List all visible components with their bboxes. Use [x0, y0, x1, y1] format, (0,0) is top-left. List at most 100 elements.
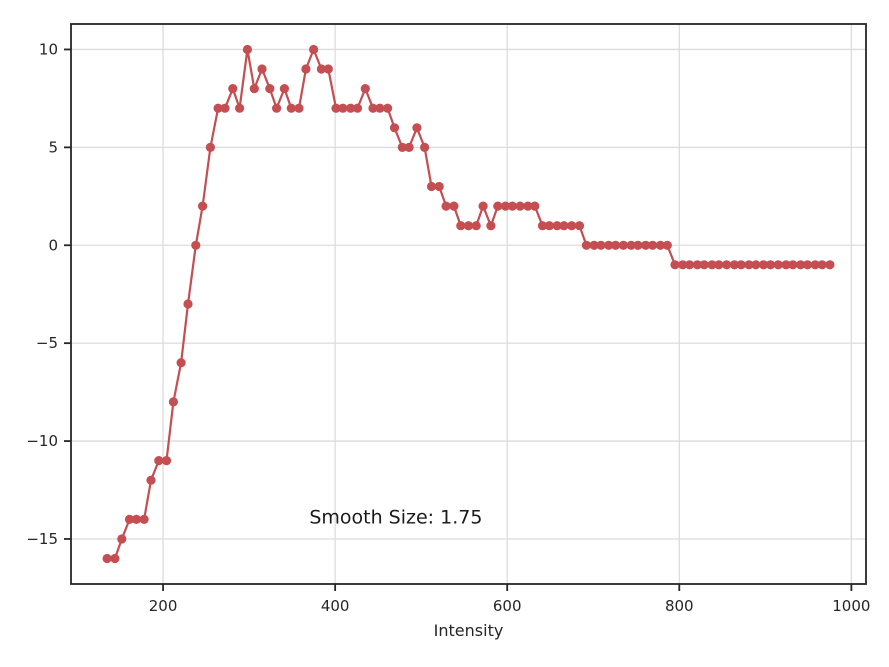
data-point [301, 64, 311, 74]
data-point [286, 103, 296, 113]
y-tick-label: −15 [26, 530, 58, 548]
data-point [383, 103, 393, 113]
annotation-text: Smooth Size: 1.75 [309, 506, 482, 528]
data-point [168, 397, 178, 407]
data-point [707, 260, 717, 270]
data-point [486, 221, 496, 231]
data-point [765, 260, 776, 270]
data-point [626, 240, 636, 250]
data-point [368, 103, 378, 113]
data-point [124, 514, 135, 525]
data-point [176, 358, 186, 368]
data-point [699, 260, 709, 270]
data-point [478, 201, 488, 211]
data-point [744, 260, 754, 270]
y-tick-label: 0 [48, 236, 58, 254]
y-tick-label: −5 [36, 334, 58, 352]
data-point [191, 240, 201, 250]
data-point [507, 201, 517, 211]
data-point [331, 103, 341, 113]
data-point [729, 260, 740, 270]
data-point [360, 84, 370, 94]
data-point [420, 142, 430, 152]
data-point [722, 260, 732, 270]
data-point [338, 103, 348, 113]
data-point [581, 240, 592, 250]
data-point [796, 260, 806, 270]
data-point [559, 221, 569, 231]
data-point [567, 221, 577, 231]
data-point [810, 260, 820, 270]
data-point [655, 240, 666, 250]
data-point [589, 240, 599, 250]
data-point [781, 260, 791, 270]
data-point [404, 142, 414, 152]
data-point [242, 44, 252, 55]
data-point [434, 181, 444, 192]
data-point [670, 260, 680, 270]
data-point [352, 103, 363, 113]
x-tick-label: 400 [321, 597, 350, 615]
data-point [788, 260, 798, 270]
data-point [198, 201, 208, 211]
data-point [389, 123, 400, 133]
data-point [205, 142, 215, 152]
data-point [346, 103, 356, 113]
data-point [596, 240, 606, 250]
data-point [537, 221, 548, 231]
data-point [139, 514, 149, 525]
data-point [574, 221, 585, 231]
data-point [773, 260, 783, 270]
data-point [604, 240, 614, 250]
data-point [825, 260, 835, 270]
data-point [412, 123, 422, 133]
data-point [751, 260, 761, 270]
data-point [449, 201, 459, 211]
data-point [530, 201, 540, 211]
y-tick-label: −10 [26, 432, 58, 450]
data-point [265, 84, 275, 94]
data-point [213, 103, 223, 113]
data-point [633, 240, 643, 250]
data-point [375, 103, 385, 113]
data-point [220, 103, 230, 113]
data-point [618, 240, 629, 250]
data-point [714, 260, 724, 270]
data-point [641, 240, 651, 250]
x-tick-label: 200 [149, 597, 178, 615]
data-point [471, 221, 481, 231]
x-tick-label: 600 [493, 597, 522, 615]
x-tick-label: 1000 [832, 597, 870, 615]
data-point [279, 84, 289, 94]
data-point [154, 456, 164, 466]
data-point [441, 201, 451, 211]
axes-spine [70, 23, 867, 585]
data-point [493, 201, 503, 211]
data-point [759, 260, 769, 270]
data-point [146, 475, 156, 485]
data-point [228, 84, 238, 94]
data-point [249, 84, 259, 94]
data-point [397, 142, 407, 152]
data-point [309, 44, 319, 55]
data-point [257, 64, 267, 74]
data-point [272, 103, 282, 113]
data-point [685, 260, 695, 270]
x-tick-label: 800 [665, 597, 694, 615]
data-point [102, 553, 112, 564]
data-point [736, 260, 746, 270]
data-point [426, 181, 437, 192]
data-point [161, 456, 172, 466]
data-point [131, 514, 141, 525]
data-point [552, 221, 562, 231]
data-point [515, 201, 525, 211]
data-point [316, 64, 326, 74]
data-point [692, 260, 703, 270]
data-point [456, 221, 466, 231]
data-point [294, 103, 304, 113]
data-point [463, 221, 474, 231]
data-point [802, 260, 813, 270]
